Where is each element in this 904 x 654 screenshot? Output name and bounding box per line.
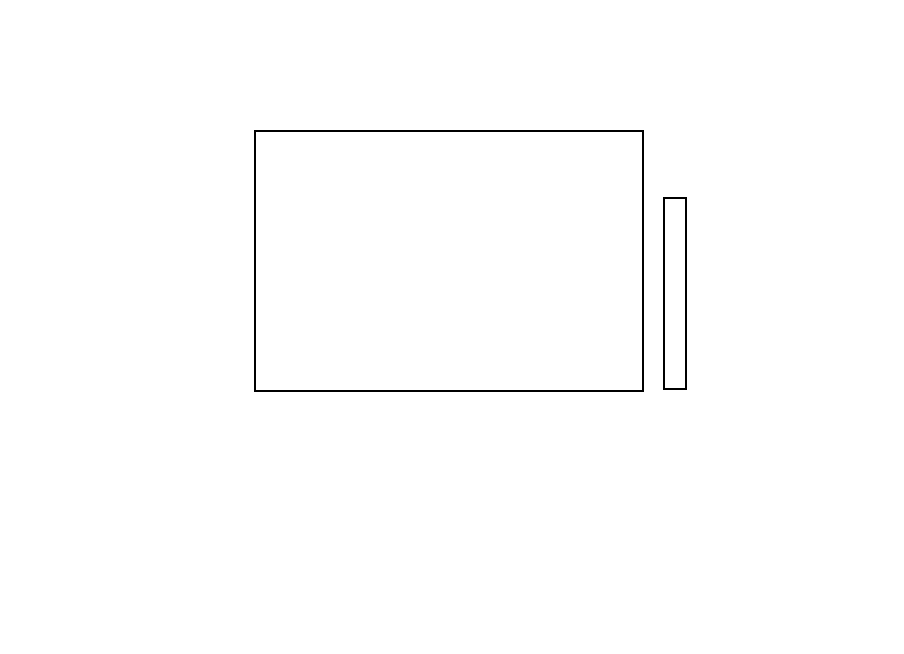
- plot-area: [254, 130, 644, 392]
- colorbar: [663, 197, 687, 390]
- heatmap-canvas: [256, 132, 642, 390]
